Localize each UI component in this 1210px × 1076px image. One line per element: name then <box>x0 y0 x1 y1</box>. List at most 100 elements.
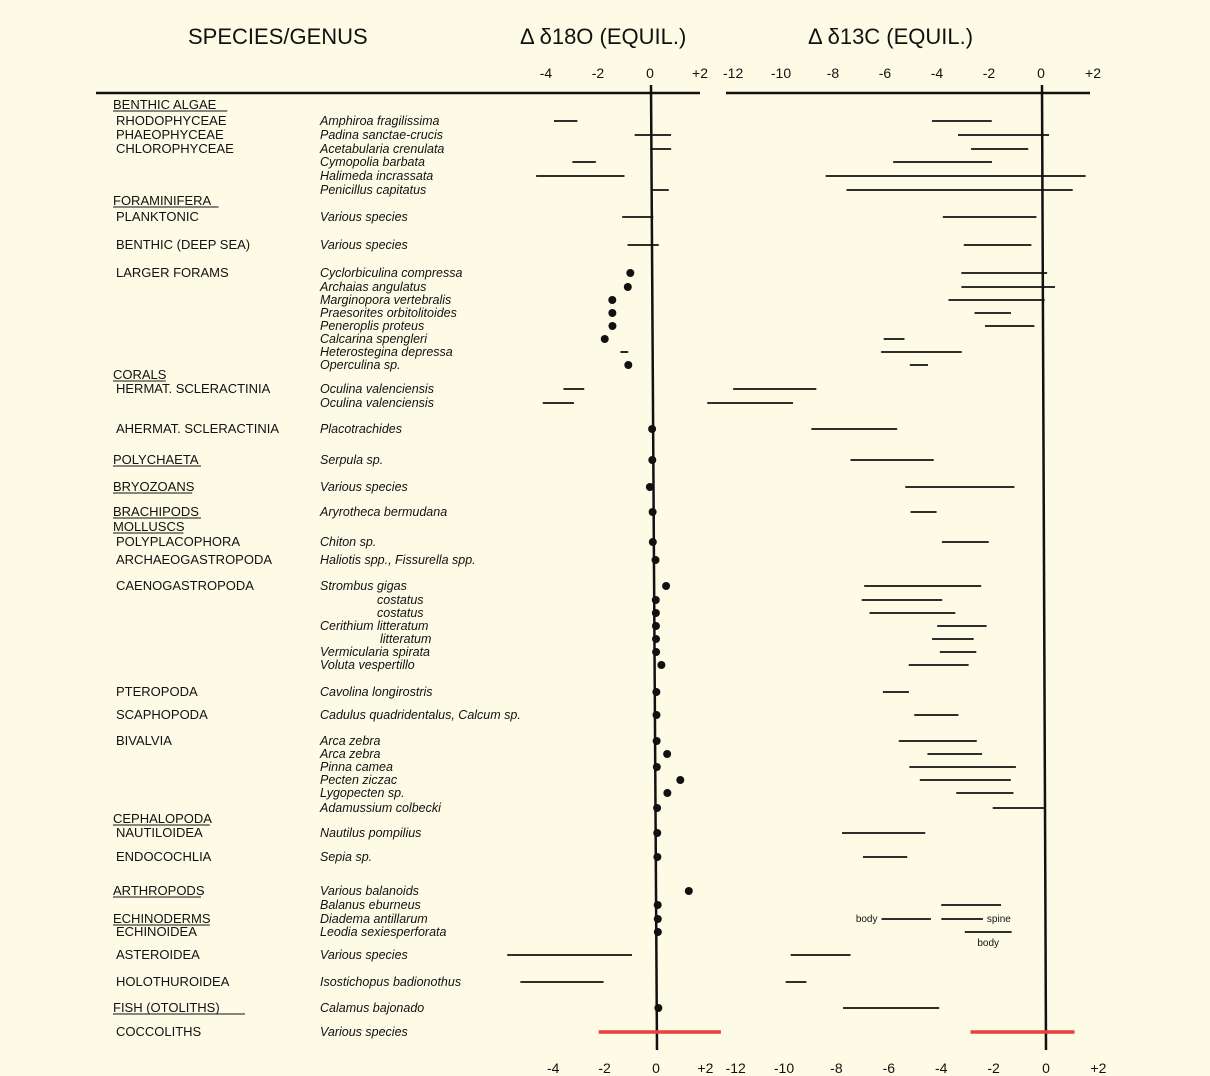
species-label: Isostichopus badionothus <box>320 975 461 989</box>
species-label: Nautilus pompilius <box>320 826 421 840</box>
tick-label: -10 <box>774 1060 794 1076</box>
o18-point <box>653 829 662 837</box>
species-label: Halimeda incrassata <box>320 169 433 183</box>
o18-point <box>652 648 661 656</box>
o18-point <box>663 750 672 758</box>
group-label: ARCHAEOGASTROPODA <box>116 552 272 567</box>
group-label: BENTHIC (DEEP SEA) <box>116 237 250 252</box>
o18-point <box>653 901 662 909</box>
tick-label: -12 <box>726 1060 746 1076</box>
o18-header: Δ δ18O (EQUIL.) <box>520 24 686 49</box>
species-label: Calcarina spengleri <box>320 332 428 346</box>
o18-point <box>651 622 660 630</box>
annotation: body <box>977 938 999 949</box>
ticks-layer: -4 -2 0 +2 -12 -10 -8 -6 -4 -2 0 +2 -4 -2 0 +2 -12 -10 -8 -… <box>540 65 1107 1076</box>
species-label: Pecten ziczac <box>320 773 398 787</box>
species-label: costatus <box>377 593 424 607</box>
group-label: HOLOTHUROIDEA <box>116 974 230 989</box>
group-label: CAENOGASTROPODA <box>116 578 254 593</box>
species-label: Various species <box>320 948 408 962</box>
o18-point <box>626 269 635 277</box>
c13-zero-line <box>1040 84 1048 1051</box>
species-label: Placotrachides <box>320 422 402 436</box>
group-label: BRYOZOANS <box>113 479 195 494</box>
species-label: Cymopolia barbata <box>320 155 425 169</box>
group-label: BRACHIPODS <box>113 504 199 519</box>
group-label: CEPHALOPODA <box>113 811 212 826</box>
species-label: Various species <box>320 238 408 252</box>
annotation: spine <box>987 914 1011 925</box>
group-label: BIVALVIA <box>116 733 172 748</box>
species-label: Diadema antillarum <box>320 912 428 926</box>
o18-point <box>608 309 617 317</box>
group-label: PTEROPODA <box>116 684 198 699</box>
group-label: BENTHIC ALGAE <box>113 97 217 112</box>
species-label: Various species <box>320 1025 408 1039</box>
species-label: Sepia sp. <box>320 850 372 864</box>
group-label: ASTEROIDEA <box>116 947 200 962</box>
group-label: FORAMINIFERA <box>113 193 212 208</box>
o18-point <box>653 928 662 936</box>
tick-label: +2 <box>697 1060 713 1076</box>
tick-label: -4 <box>547 1060 560 1076</box>
species-label: litteratum <box>380 632 431 646</box>
c13-header: Δ δ13C (EQUIL.) <box>808 24 973 49</box>
species-label: Operculina sp. <box>320 358 401 372</box>
species-label: Serpula sp. <box>320 453 383 467</box>
tick-label: -12 <box>723 65 743 81</box>
o18-point <box>608 322 617 330</box>
o18-point <box>652 763 661 771</box>
tick-label: -2 <box>592 65 605 81</box>
species-label: Various species <box>320 210 408 224</box>
annotation: body <box>856 914 878 925</box>
group-label: RHODOPHYCEAE <box>116 113 227 128</box>
species-label: Padina sanctae-crucis <box>320 128 443 142</box>
group-label: LARGER FORAMS <box>116 265 229 280</box>
tick-label: -10 <box>771 65 791 81</box>
group-label: NAUTILOIDEA <box>116 825 203 840</box>
species-label: Cerithium litteratum <box>320 619 428 633</box>
o18-point <box>676 776 685 784</box>
species-label: Vermicularia spirata <box>320 645 430 659</box>
o18-point <box>651 556 660 564</box>
o18-point <box>624 361 633 369</box>
tick-label: -2 <box>983 65 996 81</box>
o18-point <box>608 296 617 304</box>
species-label: Peneroplis proteus <box>320 319 424 333</box>
species-label: Aryrotheca bermudana <box>319 505 447 519</box>
group-label: ENDOCOCHLIA <box>116 849 212 864</box>
species-label: Arca zebra <box>319 747 380 761</box>
tick-label: -2 <box>598 1060 611 1076</box>
group-label: POLYCHAETA <box>113 452 199 467</box>
o18-point <box>645 483 654 491</box>
o18-point <box>652 688 661 696</box>
species-label: Arca zebra <box>319 734 380 748</box>
tick-label: -2 <box>987 1060 1000 1076</box>
o18-point <box>662 582 671 590</box>
axes-layer <box>96 84 1090 1051</box>
species-label: Oculina valenciensis <box>320 382 434 396</box>
tick-label: 0 <box>1037 65 1045 81</box>
group-label: ECHINOIDEA <box>116 924 197 939</box>
group-label: ECHINODERMS <box>113 911 211 926</box>
o18-point <box>684 887 693 895</box>
group-label: COCCOLITHS <box>116 1024 202 1039</box>
tick-label: -8 <box>827 65 840 81</box>
species-label: Various balanoids <box>320 884 419 898</box>
group-label: PLANKTONIC <box>116 209 199 224</box>
species-label: Lygopecten sp. <box>320 786 405 800</box>
species-label: Penicillus capitatus <box>320 183 426 197</box>
group-label: MOLLUSCS <box>113 519 185 534</box>
species-label: Adamussium colbecki <box>319 801 442 815</box>
species-label: Balanus eburneus <box>320 898 421 912</box>
tick-label: -4 <box>540 65 553 81</box>
o18-point <box>652 635 661 643</box>
group-label: AHERMAT. SCLERACTINIA <box>116 421 279 436</box>
species-label: Voluta vespertillo <box>320 658 415 672</box>
o18-point <box>653 804 662 812</box>
group-label: PHAEOPHYCEAE <box>116 127 224 142</box>
group-label: SCAPHOPODA <box>116 707 208 722</box>
species-label: Praesorites orbitolitoides <box>320 306 457 320</box>
